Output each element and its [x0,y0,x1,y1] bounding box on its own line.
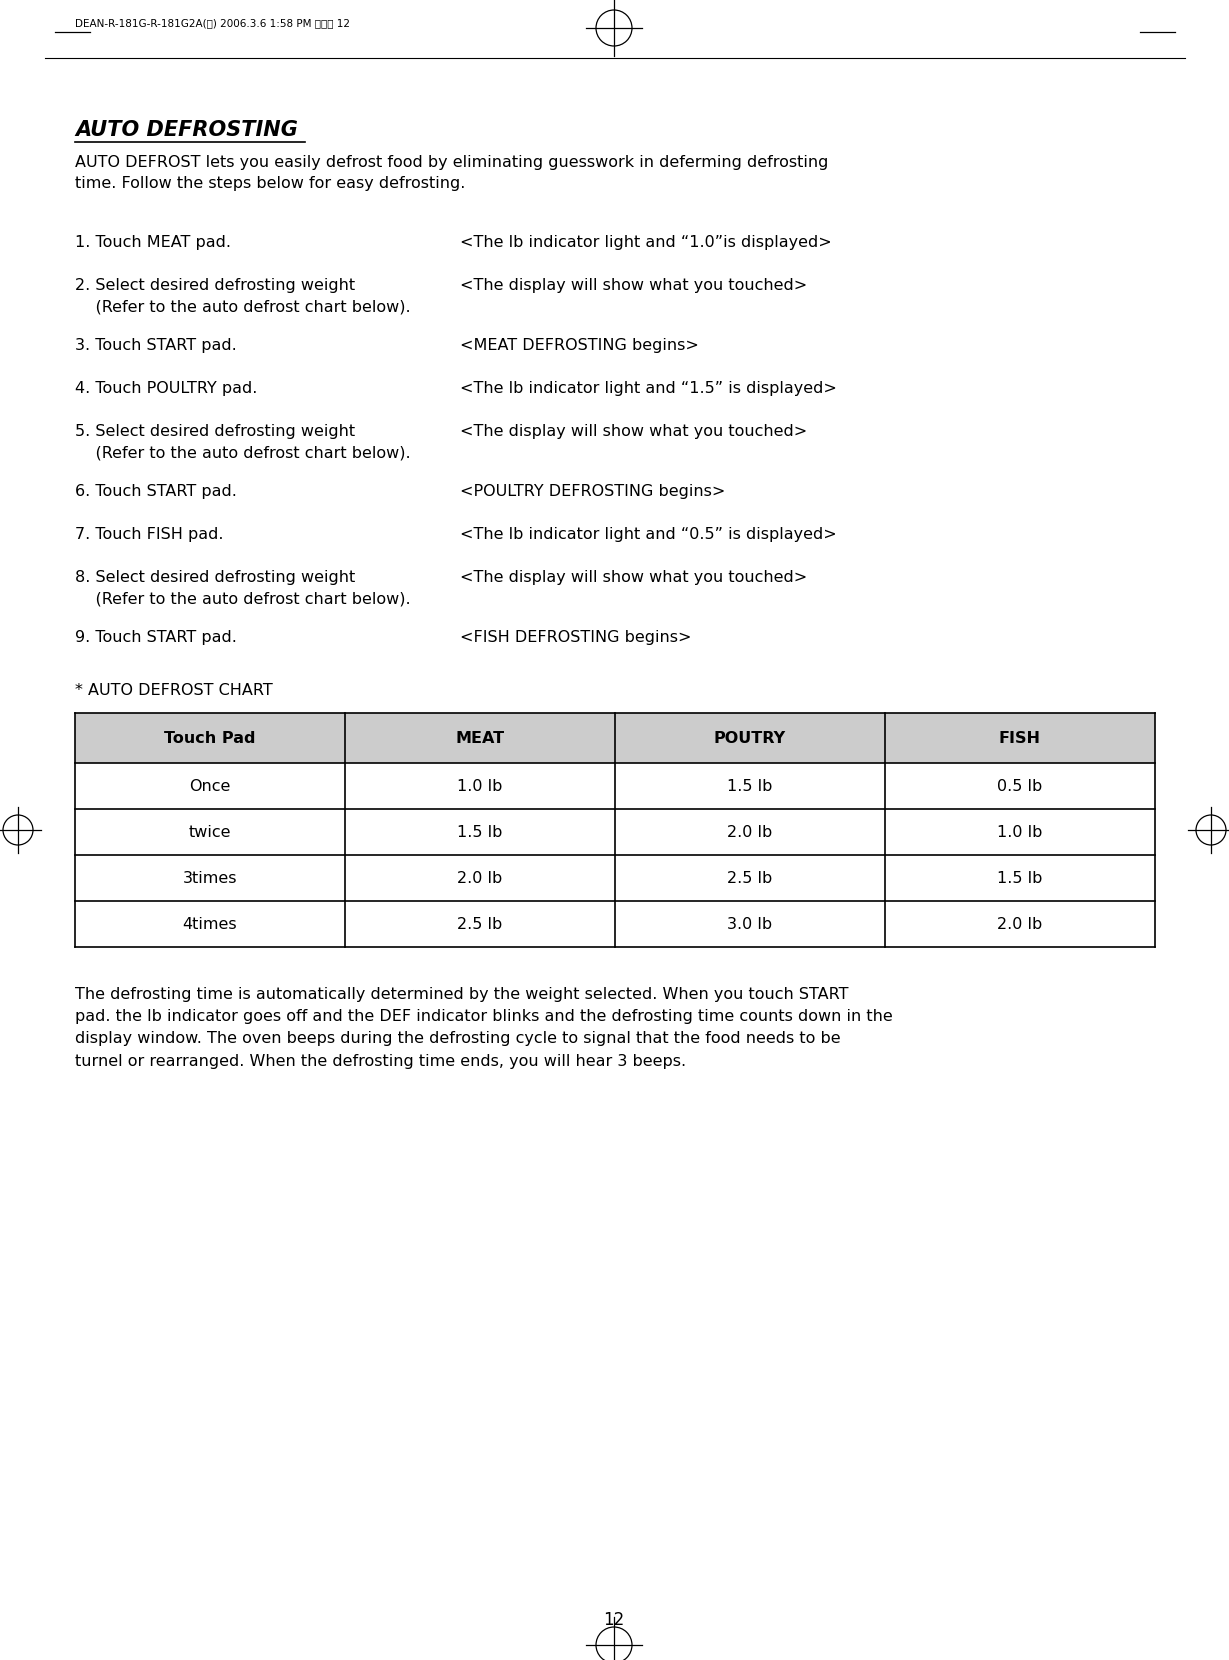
Text: AUTO DEFROST lets you easily defrost food by eliminating guesswork in deferming : AUTO DEFROST lets you easily defrost foo… [75,154,828,191]
Text: 3.0 lb: 3.0 lb [728,916,773,931]
Text: <The display will show what you touched>: <The display will show what you touched> [460,423,807,438]
Text: <MEAT DEFROSTING begins>: <MEAT DEFROSTING begins> [460,339,699,354]
Text: <The display will show what you touched>: <The display will show what you touched> [460,277,807,294]
Text: 1.0 lb: 1.0 lb [457,779,503,793]
Text: 1. Touch MEAT pad.: 1. Touch MEAT pad. [75,236,231,251]
Text: The defrosting time is automatically determined by the weight selected. When you: The defrosting time is automatically det… [75,988,892,1069]
Text: Once: Once [189,779,231,793]
Text: * AUTO DEFROST CHART: * AUTO DEFROST CHART [75,682,273,697]
Text: 2.0 lb: 2.0 lb [457,870,503,885]
Text: 2.5 lb: 2.5 lb [728,870,773,885]
Text: (Refer to the auto defrost chart below).: (Refer to the auto defrost chart below). [75,445,410,460]
Text: MEAT: MEAT [456,730,505,745]
Text: DEAN-R-181G-R-181G2A(양) 2006.3.6 1:58 PM 페이직 12: DEAN-R-181G-R-181G2A(양) 2006.3.6 1:58 PM… [75,18,350,28]
Text: 3times: 3times [183,870,237,885]
Text: 6. Touch START pad.: 6. Touch START pad. [75,485,237,500]
Text: <The lb indicator light and “1.0”is displayed>: <The lb indicator light and “1.0”is disp… [460,236,832,251]
Text: 2. Select desired defrosting weight: 2. Select desired defrosting weight [75,277,355,294]
Text: (Refer to the auto defrost chart below).: (Refer to the auto defrost chart below). [75,591,410,606]
Text: 2.5 lb: 2.5 lb [457,916,503,931]
Text: Touch Pad: Touch Pad [165,730,256,745]
Text: 2.0 lb: 2.0 lb [728,825,773,840]
Text: 0.5 lb: 0.5 lb [998,779,1042,793]
Text: 7. Touch FISH pad.: 7. Touch FISH pad. [75,526,224,543]
Text: 1.5 lb: 1.5 lb [997,870,1042,885]
Text: 12: 12 [603,1610,624,1628]
Text: 1.0 lb: 1.0 lb [997,825,1042,840]
Text: 8. Select desired defrosting weight: 8. Select desired defrosting weight [75,569,355,584]
Text: <The lb indicator light and “1.5” is displayed>: <The lb indicator light and “1.5” is dis… [460,382,837,397]
Text: 4times: 4times [183,916,237,931]
Text: 1.5 lb: 1.5 lb [457,825,503,840]
Text: (Refer to the auto defrost chart below).: (Refer to the auto defrost chart below). [75,299,410,314]
Text: FISH: FISH [999,730,1041,745]
Text: 3. Touch START pad.: 3. Touch START pad. [75,339,237,354]
Text: <The lb indicator light and “0.5” is displayed>: <The lb indicator light and “0.5” is dis… [460,526,837,543]
Text: AUTO DEFROSTING: AUTO DEFROSTING [75,120,297,139]
Text: 5. Select desired defrosting weight: 5. Select desired defrosting weight [75,423,355,438]
Text: 9. Touch START pad.: 9. Touch START pad. [75,631,237,646]
Text: 4. Touch POULTRY pad.: 4. Touch POULTRY pad. [75,382,257,397]
Text: 1.5 lb: 1.5 lb [728,779,773,793]
Text: twice: twice [189,825,231,840]
Text: POUTRY: POUTRY [714,730,787,745]
Bar [75,714,1155,764]
Text: <POULTRY DEFROSTING begins>: <POULTRY DEFROSTING begins> [460,485,725,500]
Text: 2.0 lb: 2.0 lb [998,916,1042,931]
Text: <FISH DEFROSTING begins>: <FISH DEFROSTING begins> [460,631,692,646]
Text: <The display will show what you touched>: <The display will show what you touched> [460,569,807,584]
